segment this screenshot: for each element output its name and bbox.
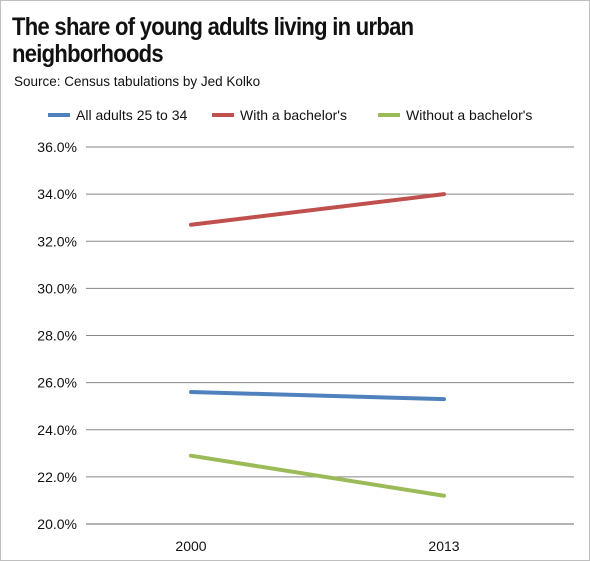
legend-item-all-adults: All adults 25 to 34 [48, 107, 187, 123]
y-tick-label: 32.0% [37, 233, 77, 249]
y-tick-label: 30.0% [37, 280, 77, 296]
legend-swatch-without-bachelors [378, 113, 400, 118]
series-line-without-bachelors [189, 453, 446, 498]
y-tick-label: 36.0% [37, 139, 77, 155]
legend-swatch-all-adults [48, 113, 70, 118]
y-tick-label: 34.0% [37, 186, 77, 202]
x-tick-label: 2000 [175, 538, 206, 554]
y-tick-label: 24.0% [37, 422, 77, 438]
series-lines [189, 192, 446, 498]
chart-subtitle: Source: Census tabulations by Jed Kolko [14, 74, 261, 89]
legend-label-without-bachelors: Without a bachelor's [406, 107, 533, 123]
legend-item-without-bachelors: Without a bachelor's [378, 107, 532, 123]
y-tick-label: 20.0% [37, 516, 77, 532]
gridlines [86, 146, 574, 525]
y-tick-label: 26.0% [37, 375, 77, 391]
legend-label-all-adults: All adults 25 to 34 [76, 107, 188, 123]
y-axis-ticks: 20.0% 22.0% 24.0% 26.0% 28.0% 30.0% 32.0% 34.0%… [37, 139, 77, 532]
x-tick-label: 2013 [428, 538, 459, 554]
legend-swatch-with-bachelors [212, 113, 234, 118]
series-line-all-adults [189, 390, 446, 402]
series-line-with-bachelors [189, 192, 446, 227]
x-axis-ticks: 2000 2013 [175, 538, 459, 554]
legend-label-with-bachelors: With a bachelor's [240, 107, 347, 123]
y-tick-label: 28.0% [37, 328, 77, 344]
legend-item-with-bachelors: With a bachelor's [212, 107, 347, 123]
chart-title: The share of young adults living in urba… [12, 13, 414, 68]
y-tick-label: 22.0% [37, 469, 77, 485]
